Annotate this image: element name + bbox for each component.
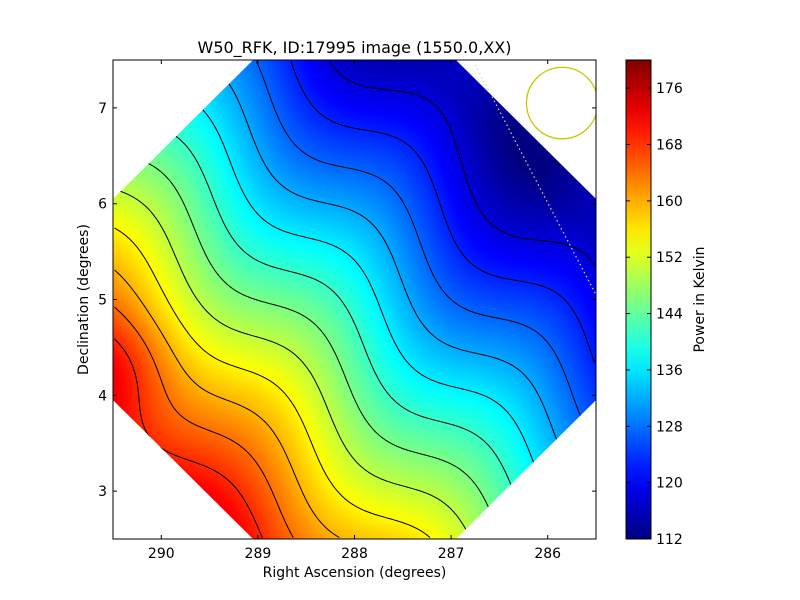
colorbar-tick-label: 152 xyxy=(656,250,683,266)
contour-lines xyxy=(114,61,595,538)
chart-title: W50_RFK, ID:17995 image (1550.0,XX) xyxy=(198,38,512,58)
x-tick-label: 289 xyxy=(245,546,272,562)
y-tick-label: 4 xyxy=(98,388,107,404)
colorbar-tick-label: 144 xyxy=(656,307,683,323)
y-axis-label: Declination (degrees) xyxy=(76,224,92,375)
contour-line xyxy=(114,306,294,538)
colorbar-label: Power in Kelvin xyxy=(692,246,708,352)
colorbar-tick-label: 112 xyxy=(656,532,683,548)
dotted-line xyxy=(474,64,596,295)
colorbar-tick-label: 136 xyxy=(656,363,683,379)
y-tick-label: 7 xyxy=(98,101,107,117)
colorbar-tick-label: 176 xyxy=(656,81,683,97)
x-axis-ticks: 290 289 288 287 286 xyxy=(148,60,561,562)
y-tick-label: 5 xyxy=(98,293,107,309)
colorbar-frame xyxy=(625,59,652,540)
y-tick-label: 6 xyxy=(98,197,107,213)
colorbar-tick-label: 128 xyxy=(656,419,683,435)
heatmap-image xyxy=(113,60,596,539)
x-axis-label: Right Ascension (degrees) xyxy=(263,565,447,581)
contour-line xyxy=(329,61,595,266)
x-tick-label: 286 xyxy=(534,546,561,562)
x-tick-label: 287 xyxy=(438,546,465,562)
contour-line xyxy=(114,269,340,538)
beam-circle xyxy=(525,66,596,140)
colorbar-tick-label: 160 xyxy=(656,194,683,210)
contour-line xyxy=(290,61,595,363)
plot-area: 290 289 288 287 286 3 4 5 6 7 xyxy=(98,59,597,562)
contour-line xyxy=(255,61,595,442)
colorbar-gradient xyxy=(626,60,651,539)
x-tick-label: 288 xyxy=(341,546,368,562)
colorbar-ticks: 112 120 128 136 144 152 160 168 176 xyxy=(626,81,683,548)
contour-line xyxy=(114,227,431,538)
annotations xyxy=(474,64,596,295)
y-tick-label: 3 xyxy=(98,484,107,500)
x-tick-label: 290 xyxy=(148,546,175,562)
colorbar: 112 120 128 136 144 152 160 168 176 Power in Kel… xyxy=(625,59,708,548)
colorbar-tick-label: 168 xyxy=(656,138,683,154)
y-axis-ticks: 3 4 5 6 7 xyxy=(98,101,596,500)
colorbar-tick-label: 120 xyxy=(656,476,683,492)
